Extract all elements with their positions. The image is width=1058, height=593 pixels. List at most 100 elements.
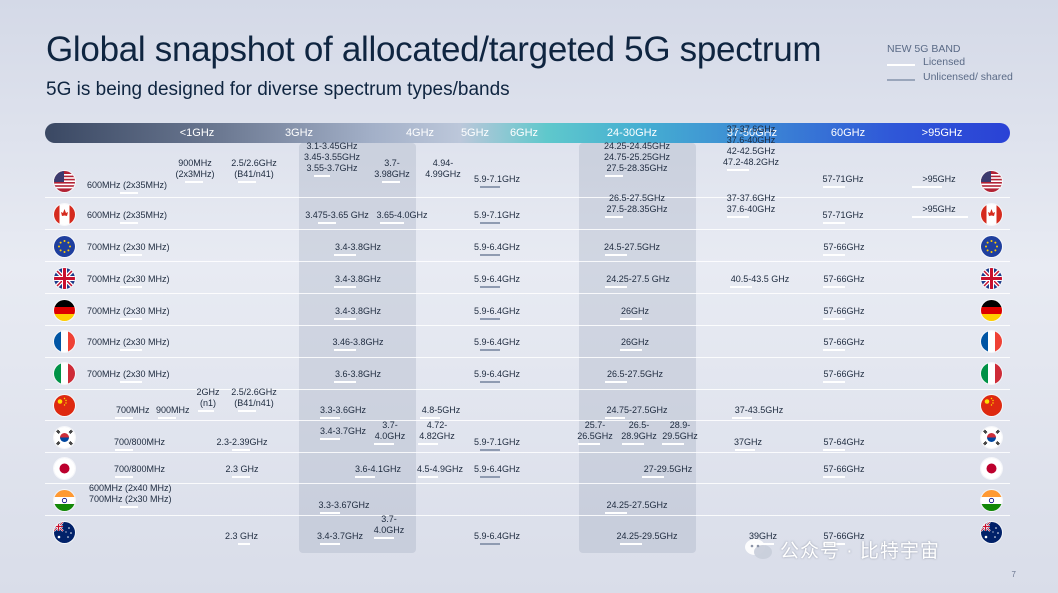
spectrum-cell: 4.72- 4.82GHz xyxy=(419,420,455,441)
unlicensed-underline xyxy=(480,185,500,188)
band-label: <1GHz xyxy=(179,127,215,139)
spectrum-cell: 37GHz xyxy=(733,436,763,447)
spectrum-cell: 3.46-3.8GHz xyxy=(332,336,384,347)
licensed-underline xyxy=(620,542,642,545)
unlicensed-underline xyxy=(480,542,500,545)
band-label: >95GHz xyxy=(921,127,963,139)
licensed-underline xyxy=(232,448,250,451)
licensed-underline xyxy=(320,437,340,440)
spectrum-cell: 3.6-4.1GHz xyxy=(354,463,402,474)
licensed-underline xyxy=(198,410,214,412)
row-divider xyxy=(45,483,1010,484)
row-divider xyxy=(45,325,1010,326)
licensed-underline xyxy=(320,511,340,514)
legend-title: NEW 5G BAND xyxy=(887,43,961,55)
unlicensed-underline xyxy=(480,253,500,256)
licensed-underline xyxy=(120,285,142,288)
licensed-underline xyxy=(120,506,138,508)
licensed-underline xyxy=(314,174,330,177)
spectrum-cell: 600MHz (2x40 MHz) 700MHz (2x30 MHz) xyxy=(89,483,172,504)
licensed-underline xyxy=(642,475,664,478)
licensed-underline xyxy=(355,475,375,478)
spectrum-cell: 28.9- 29.5GHz xyxy=(662,420,698,441)
licensed-underline xyxy=(622,443,644,445)
spectrum-cell: 2.5/2.6GHz (B41/n41) xyxy=(231,158,277,179)
licensed-underline xyxy=(120,191,138,194)
licensed-underline xyxy=(912,185,942,188)
band-label: 3GHz xyxy=(284,127,314,139)
spectrum-cell: 26.5-27.5GHz xyxy=(606,368,664,379)
spectrum-cell: 5.9-6.4GHz xyxy=(473,241,521,252)
spectrum-cell: >95GHz xyxy=(922,173,956,184)
row-divider xyxy=(45,357,1010,358)
licensed-underline xyxy=(823,448,845,451)
us-flag-icon xyxy=(981,171,1002,192)
licensed-underline xyxy=(735,448,755,451)
spectrum-cell: 26GHz xyxy=(620,305,650,316)
spectrum-cell: 37-43.5GHz xyxy=(734,404,784,415)
licensed-underline xyxy=(420,416,440,419)
spectrum-cell: 2.3-2.39GHz xyxy=(216,436,268,447)
canada-flag-icon xyxy=(981,204,1002,225)
spectrum-cell: 2.3 GHz xyxy=(225,463,259,474)
australia-flag-icon xyxy=(54,522,75,543)
page-title: Global snapshot of allocated/targeted 5G… xyxy=(46,30,822,69)
spectrum-cell: 900MHz xyxy=(156,404,190,415)
shade-24-30ghz xyxy=(579,143,696,553)
spectrum-cell: 40.5-43.5 GHz xyxy=(730,273,790,284)
page-subtitle: 5G is being designed for diverse spectru… xyxy=(46,79,510,100)
china-flag-icon xyxy=(981,395,1002,416)
spectrum-cell: 700MHz (2x30 MHz) xyxy=(87,336,170,347)
licensed-underline xyxy=(115,475,133,478)
spectrum-cell: 24.25-24.45GHz 24.75-25.25GHz 27.5-28.35GH… xyxy=(603,140,671,173)
spectrum-cell: 700MHz xyxy=(116,404,150,415)
spectrum-cell: 3.6-3.8GHz xyxy=(334,368,382,379)
licensed-underline xyxy=(120,253,142,256)
licensed-underline xyxy=(605,285,627,288)
spectrum-cell: 3.4-3.7GHz xyxy=(319,425,367,436)
licensed-underline xyxy=(605,511,627,514)
spectrum-cell: 3.7- 4.0GHz xyxy=(373,514,405,535)
licensed-underline xyxy=(578,443,600,445)
licensed-underline xyxy=(727,169,749,171)
spectrum-cell: 2.3 GHz xyxy=(225,530,259,541)
korea-flag-icon xyxy=(981,427,1002,448)
licensed-underline xyxy=(727,216,749,218)
unlicensed-underline xyxy=(480,448,500,451)
licensed-underline xyxy=(120,380,142,383)
spectrum-cell: 3.475-3.65 GHz xyxy=(305,209,369,220)
band-label: 60GHz xyxy=(830,127,866,139)
uk-flag-icon xyxy=(54,268,75,289)
spectrum-cell: 700/800MHz xyxy=(114,463,166,474)
licensed-underline xyxy=(730,285,752,288)
spectrum-cell: 4.94- 4.99GHz xyxy=(425,158,461,179)
spectrum-cell: 3.7- 4.0GHz xyxy=(374,420,406,441)
spectrum-cell: 39GHz xyxy=(748,530,778,541)
licensed-underline xyxy=(158,416,176,419)
unlicensed-underline xyxy=(480,380,500,383)
japan-flag-icon xyxy=(54,458,75,479)
row-divider xyxy=(45,197,1010,198)
eu-flag-icon xyxy=(54,236,75,257)
spectrum-cell: 24.25-27.5 GHz xyxy=(606,273,670,284)
licensed-underline xyxy=(823,317,845,320)
row-divider xyxy=(45,515,1010,516)
spectrum-cell: 26.5-27.5GHz 27.5-28.35GHz xyxy=(606,193,668,214)
spectrum-cell: 700MHz (2x30 MHz) xyxy=(87,241,170,252)
licensed-underline xyxy=(605,216,623,218)
spectrum-cell: 5.9-6.4GHz xyxy=(473,530,521,541)
spectrum-cell: 3.3-3.67GHz xyxy=(318,499,370,510)
licensed-underline xyxy=(823,542,845,545)
licensed-underline xyxy=(418,443,438,445)
spectrum-cell: 900MHz (2x3MHz) xyxy=(175,158,215,179)
licensed-underline xyxy=(238,542,250,545)
licensed-underline xyxy=(232,475,250,478)
spectrum-cell: 24.75-27.5GHz xyxy=(606,404,668,415)
licensed-underline xyxy=(662,443,684,445)
spectrum-cell: 26.5- 28.9GHz xyxy=(621,420,657,441)
spectrum-cell: 57-71GHz xyxy=(822,173,864,184)
licensed-underline xyxy=(120,317,142,320)
spectrum-cell: 37-37.6GHz 37.6-40GHz 42-42.5GHz 47.2-48.2G… xyxy=(722,124,780,167)
spectrum-cell: 700MHz (2x30 MHz) xyxy=(87,273,170,284)
wechat-icon xyxy=(745,539,772,559)
